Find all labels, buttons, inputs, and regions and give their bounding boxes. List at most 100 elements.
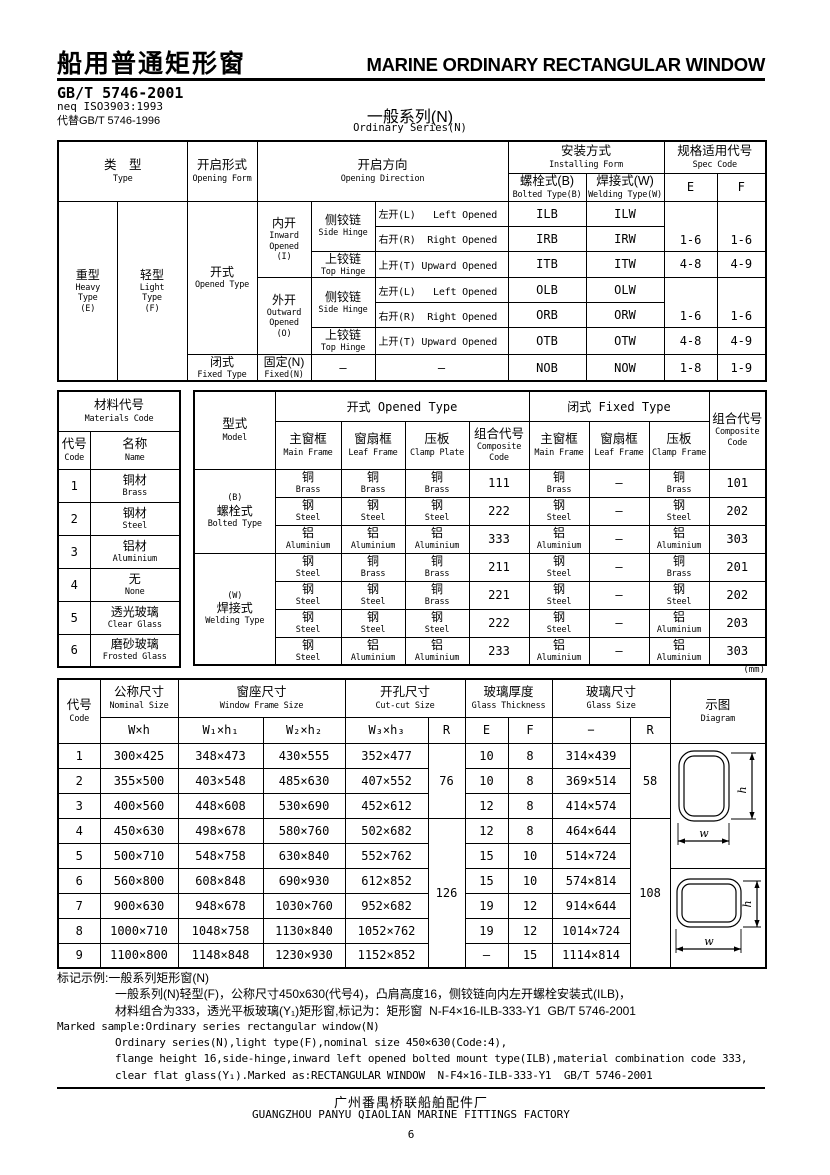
cell: 101 xyxy=(708,468,767,498)
side-hinge-cell: 侧铰链 Side Hinge xyxy=(310,200,376,252)
series-title-zh: 一般系列(N) xyxy=(366,109,454,126)
sub-header: W₃×h₃ xyxy=(344,716,429,744)
cell: 485×630 xyxy=(262,767,346,794)
code-cell: ITW xyxy=(585,250,665,279)
table-row: 代号 Code 名称 Name xyxy=(57,430,181,470)
table-row: 3 400×560 448×608 530×690 452×612 12 8 414×574 xyxy=(57,792,766,819)
header-diagram: 示图 Diagram xyxy=(669,678,767,744)
w-dimension-label: w xyxy=(699,827,709,840)
cell: 500×710 xyxy=(99,842,179,869)
bolted-model-cell: (B) 螺栓式 Bolted Type xyxy=(193,468,276,554)
page-title-zh: 船用普通矩形窗 xyxy=(57,50,247,78)
table-row: 3 铝材 Aluminium xyxy=(57,534,181,569)
materials-code-table: 材料代号 Materials Code 代号 Code 名称 Name 1 铜材 Bras… xyxy=(57,390,182,668)
code-cell: OLW xyxy=(585,277,665,304)
code-cell: IRB xyxy=(507,225,587,252)
light-type-cell: 轻型 Light Type (F) xyxy=(116,200,188,382)
dimensions-table: 代号 Code 公称尺寸 Nominal Size 窗座尺寸 Window Frame… xyxy=(57,678,768,969)
spec-cell: 4-9 xyxy=(716,327,767,355)
cell: 钢 Steel xyxy=(340,608,406,638)
glass-radius-cell: 58 xyxy=(629,742,671,819)
cell: 铝 Aluminium xyxy=(648,524,710,554)
glass-radius-cell: 108 xyxy=(629,817,671,969)
material-name-cell: 铝材 Aluminium xyxy=(89,534,181,569)
w-dimension-label: w xyxy=(704,935,714,948)
cell: 12 xyxy=(507,892,553,919)
sub-header: F xyxy=(507,716,553,744)
header-composite-code: 组合代号 Composite Code xyxy=(468,420,530,470)
cell: 414×574 xyxy=(551,792,631,819)
cell: 钢 Steel xyxy=(274,636,342,666)
cell: 钢 Steel xyxy=(528,580,590,610)
material-name-cell: 透光玻璃 Clear Glass xyxy=(89,600,181,635)
sub-header: E xyxy=(464,716,509,744)
cell: 10 xyxy=(507,867,553,894)
cell: 1230×930 xyxy=(262,942,346,969)
header-name: 名称 Name xyxy=(89,430,181,470)
cell: — xyxy=(464,942,509,969)
table-row: 5 透光玻璃 Clear Glass xyxy=(57,600,181,635)
cell: 914×644 xyxy=(551,892,631,919)
note-line: flange height 16,side-hinge,inward left … xyxy=(115,1052,748,1066)
cell: 498×678 xyxy=(177,817,264,844)
table-row: 螺栓式(B) Bolted Type(B) 焊接式(W) Welding Type(… xyxy=(58,172,767,202)
sub-header: W×h xyxy=(99,716,179,744)
cell: 211 xyxy=(468,552,530,582)
cell: — xyxy=(588,580,650,610)
material-code-cell: 6 xyxy=(57,633,91,668)
cell: 铝 Aluminium xyxy=(340,636,406,666)
cell: 548×758 xyxy=(177,842,264,869)
cell: 15 xyxy=(464,842,509,869)
table-row: 1 铜材 Brass xyxy=(57,468,181,503)
cell: 5 xyxy=(57,842,101,869)
cell: 19 xyxy=(464,917,509,944)
cell: 钢 Steel xyxy=(648,580,710,610)
material-name-cell: 磨砂玻璃 Frosted Glass xyxy=(89,633,181,668)
cell: 202 xyxy=(708,580,767,610)
cell: 铜 Brass xyxy=(528,468,590,498)
unit-label: (mm) xyxy=(743,665,765,675)
material-code-cell: 1 xyxy=(57,468,91,503)
code-cell: OTB xyxy=(507,327,587,355)
welding-model-cell: (W) 焊接式 Welding Type xyxy=(193,552,276,666)
cell: 钢 Steel xyxy=(340,496,406,526)
sub-header: W₂×h₂ xyxy=(262,716,346,744)
table-row: W×h W₁×h₁ W₂×h₂ W₃×h₃ R E F − R xyxy=(58,716,766,744)
fixed-n-cell: 固定(N) Fixed(N) xyxy=(256,353,312,382)
h-dimension-label: h xyxy=(736,786,749,793)
header-installing-form: 安装方式 Installing Form xyxy=(507,140,665,174)
header-nominal-size: 公称尺寸 Nominal Size xyxy=(99,678,179,718)
cell: 10 xyxy=(464,742,509,769)
cell: 8 xyxy=(57,917,101,944)
material-name-cell: 铜材 Brass xyxy=(89,468,181,503)
cell: 1148×848 xyxy=(177,942,264,969)
fixed-type-cell: 闭式 Fixed Type xyxy=(186,353,258,382)
cell: 钢 Steel xyxy=(528,496,590,526)
landscape-window-drawing: h w xyxy=(675,878,761,953)
sub-header: W₁×h₁ xyxy=(177,716,264,744)
header-code: 代号 Code xyxy=(57,678,101,744)
cell: 407×552 xyxy=(344,767,429,794)
model-combination-table: 型式 Model 开式 Opened Type 闭式 Fixed Type 组合代… xyxy=(193,390,768,666)
standard-equivalent: neq ISO3903:1993 xyxy=(57,100,163,113)
marked-sample-notes: 标记示例:一般系列矩形窗(N) 一般系列(N)轻型(F)，公称尺寸450x630… xyxy=(57,970,765,1084)
table-row: 6 磨砂玻璃 Frosted Glass xyxy=(57,633,181,668)
cell: 铜 Brass xyxy=(404,552,470,582)
standard-number: GB/T 5746-2001 xyxy=(57,84,184,102)
series-title-en: Ordinary Series(N) xyxy=(353,122,467,134)
cell: 钢 Steel xyxy=(404,496,470,526)
cell: 8 xyxy=(507,767,553,794)
opened-type-cell: 开式 Opened Type xyxy=(186,200,258,355)
cell: 233 xyxy=(468,636,530,666)
header-glass-size: 玻璃尺寸 Glass Size xyxy=(551,678,671,718)
header-type: 类 型 Type xyxy=(57,140,188,202)
header-welding-type: 焊接式(W) Welding Type(W) xyxy=(585,172,665,202)
cell: 222 xyxy=(468,496,530,526)
direction-cell: 右开(R) Right Opened xyxy=(374,225,509,252)
spec-cell: 1-6 xyxy=(716,200,767,252)
cell: 铝 Aluminium xyxy=(648,636,710,666)
footer-divider xyxy=(57,1087,765,1089)
factory-name-en: GUANGZHOU PANYU QIAOLIAN MARINE FITTINGS… xyxy=(252,1108,570,1121)
note-line: 一般系列(N)轻型(F)，公称尺寸450x630(代号4)，凸肩高度16，侧铰链… xyxy=(115,987,632,1002)
cell: 1048×758 xyxy=(177,917,264,944)
